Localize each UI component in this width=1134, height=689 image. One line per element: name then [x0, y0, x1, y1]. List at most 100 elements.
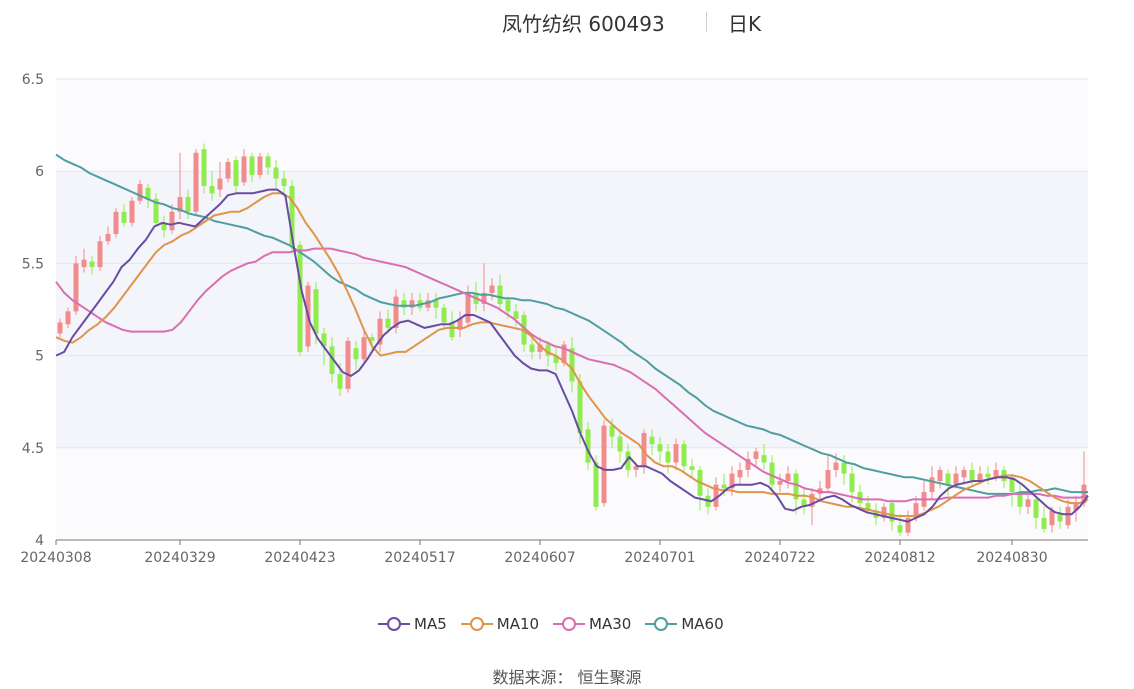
x-tick-label: 20240517	[384, 550, 455, 566]
candle-body	[905, 517, 911, 533]
candle-body	[985, 473, 991, 478]
candle-body	[969, 469, 975, 481]
candle-body	[897, 525, 903, 533]
candle-body	[673, 444, 679, 463]
candle-body	[753, 451, 759, 459]
candle-body	[953, 473, 959, 485]
x-tick-label: 20240308	[20, 550, 91, 566]
candle-body	[1025, 499, 1031, 507]
candle-body	[281, 178, 287, 186]
chart-title: 凤竹纺织 600493 日K	[0, 8, 1134, 38]
candle-body	[481, 292, 487, 304]
legend-item-ma60[interactable]: MA60	[645, 615, 724, 633]
candle-body	[577, 381, 583, 434]
candle-body	[353, 348, 359, 360]
candle-body	[449, 322, 455, 338]
candle-body	[89, 261, 95, 268]
candle-body	[665, 451, 671, 463]
candle-body	[457, 318, 463, 330]
candle-body	[977, 473, 983, 481]
candle-body	[825, 469, 831, 489]
candle-body	[241, 156, 247, 183]
grid-band	[56, 79, 1088, 172]
grid-band	[56, 171, 1088, 264]
data-source-note: 数据来源： 恒生聚源	[492, 668, 642, 687]
candle-body	[465, 292, 471, 323]
candle-body	[721, 484, 727, 489]
candle-body	[633, 466, 639, 470]
candle-body	[81, 259, 87, 268]
candle-body	[337, 374, 343, 389]
candle-body	[1065, 506, 1071, 526]
candle-body	[569, 348, 575, 382]
candle-body	[537, 344, 543, 352]
candle-body	[145, 187, 151, 199]
candle-body	[137, 184, 143, 201]
candle-body	[689, 466, 695, 470]
candle-body	[761, 455, 767, 463]
x-tick-label: 20240701	[624, 550, 695, 566]
candle-body	[657, 444, 663, 452]
candle-body	[769, 462, 775, 485]
legend-label: MA30	[589, 615, 632, 633]
legend-item-ma10[interactable]: MA10	[460, 615, 540, 633]
legend-marker-icon	[645, 617, 678, 631]
candle-body	[497, 285, 503, 304]
candle-body	[393, 296, 399, 328]
candle-body	[849, 473, 855, 493]
candle-body	[201, 149, 207, 186]
y-tick-label: 4	[35, 533, 44, 549]
candle-body	[913, 503, 919, 518]
legend-label: MA10	[496, 615, 540, 633]
legend-label: MA5	[414, 615, 447, 633]
y-tick-label: 5.5	[22, 256, 44, 272]
candle-body	[57, 322, 63, 334]
candle-body	[625, 451, 631, 470]
candle-body	[889, 503, 895, 522]
candle-body	[209, 185, 215, 194]
candle-body	[841, 462, 847, 474]
chart-legend: MA5 MA10 MA30 MA60	[378, 612, 738, 636]
candle-body	[185, 197, 191, 212]
candle-body	[249, 156, 255, 175]
candle-body	[521, 315, 527, 345]
x-tick-label: 20240812	[864, 550, 935, 566]
candle-body	[289, 185, 295, 245]
candle-body	[513, 311, 519, 319]
candle-body	[169, 211, 175, 231]
candle-body	[561, 344, 567, 363]
candle-body	[857, 492, 863, 504]
legend-item-ma5[interactable]: MA5	[378, 615, 447, 633]
title-period: 日K	[728, 12, 762, 36]
candle-body	[617, 436, 623, 452]
legend-label: MA60	[681, 615, 724, 633]
candle-body	[193, 152, 199, 212]
candle-body	[833, 462, 839, 470]
candle-body	[329, 346, 335, 375]
x-tick-label: 20240830	[976, 550, 1047, 566]
legend-item-ma30[interactable]: MA30	[553, 615, 631, 633]
candle-body	[585, 429, 591, 463]
candle-body	[233, 160, 239, 186]
candle-body	[273, 167, 279, 179]
candle-body	[641, 433, 647, 467]
candle-body	[425, 300, 431, 308]
candle-body	[713, 484, 719, 507]
candle-body	[1041, 517, 1047, 529]
candle-body	[97, 241, 103, 268]
candle-body	[865, 503, 871, 511]
candle-body	[297, 244, 303, 352]
candle-body	[265, 156, 271, 168]
candle-body	[601, 425, 607, 504]
x-tick-label: 20240329	[144, 550, 215, 566]
candle-body	[153, 198, 159, 223]
candle-body	[593, 462, 599, 507]
ma10-line	[55, 192, 1089, 517]
candle-body	[937, 469, 943, 481]
candle-body	[609, 425, 615, 437]
candle-body	[385, 318, 391, 328]
y-tick-label: 5	[35, 349, 44, 365]
title-divider	[706, 12, 707, 32]
candlestick-chart: 4 4.5 5 5.5 6 6.5 20240308 20240329 20240423 2024…	[20, 72, 1089, 566]
candle-body	[313, 289, 319, 334]
